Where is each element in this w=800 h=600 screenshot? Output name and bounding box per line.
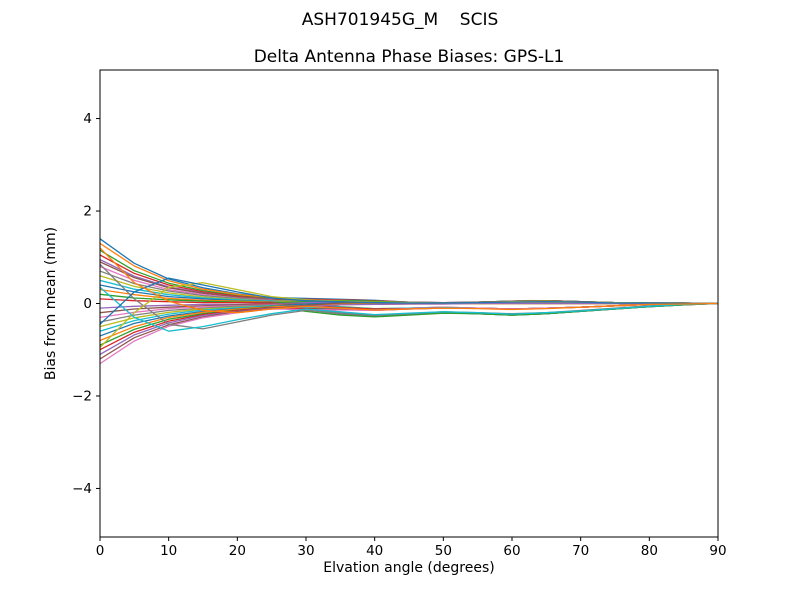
y-tick-label: −2 [72, 388, 92, 404]
x-tick-label: 80 [641, 543, 658, 559]
series-line [100, 277, 718, 325]
x-tick-label: 40 [366, 543, 383, 559]
x-tick-label: 60 [503, 543, 520, 559]
series-group [100, 238, 718, 365]
series-line [100, 286, 718, 332]
x-tick-label: 10 [160, 543, 177, 559]
axes-title: Delta Antenna Phase Biases: GPS-L1 [253, 47, 565, 67]
x-tick-label: 20 [229, 543, 246, 559]
y-axis: −4 −2 0 2 4 [72, 111, 100, 497]
y-tick-label: 2 [83, 204, 92, 220]
x-tick-label: 90 [709, 543, 726, 559]
x-tick-label: 0 [96, 543, 105, 559]
x-axis-label: Elvation angle (degrees) [323, 560, 494, 576]
y-tick-label: 0 [83, 296, 92, 312]
y-tick-label: 4 [83, 111, 92, 127]
x-tick-label: 30 [297, 543, 314, 559]
x-tick-label: 70 [572, 543, 589, 559]
y-axis-label: Bias from mean (mm) [43, 227, 59, 380]
series-line [100, 247, 718, 314]
figure-title: ASH701945G_M SCIS [301, 10, 499, 30]
x-tick-label: 50 [435, 543, 452, 559]
x-axis: 0 10 20 30 40 50 60 70 80 90 [96, 537, 727, 559]
y-tick-label: −4 [72, 481, 92, 497]
